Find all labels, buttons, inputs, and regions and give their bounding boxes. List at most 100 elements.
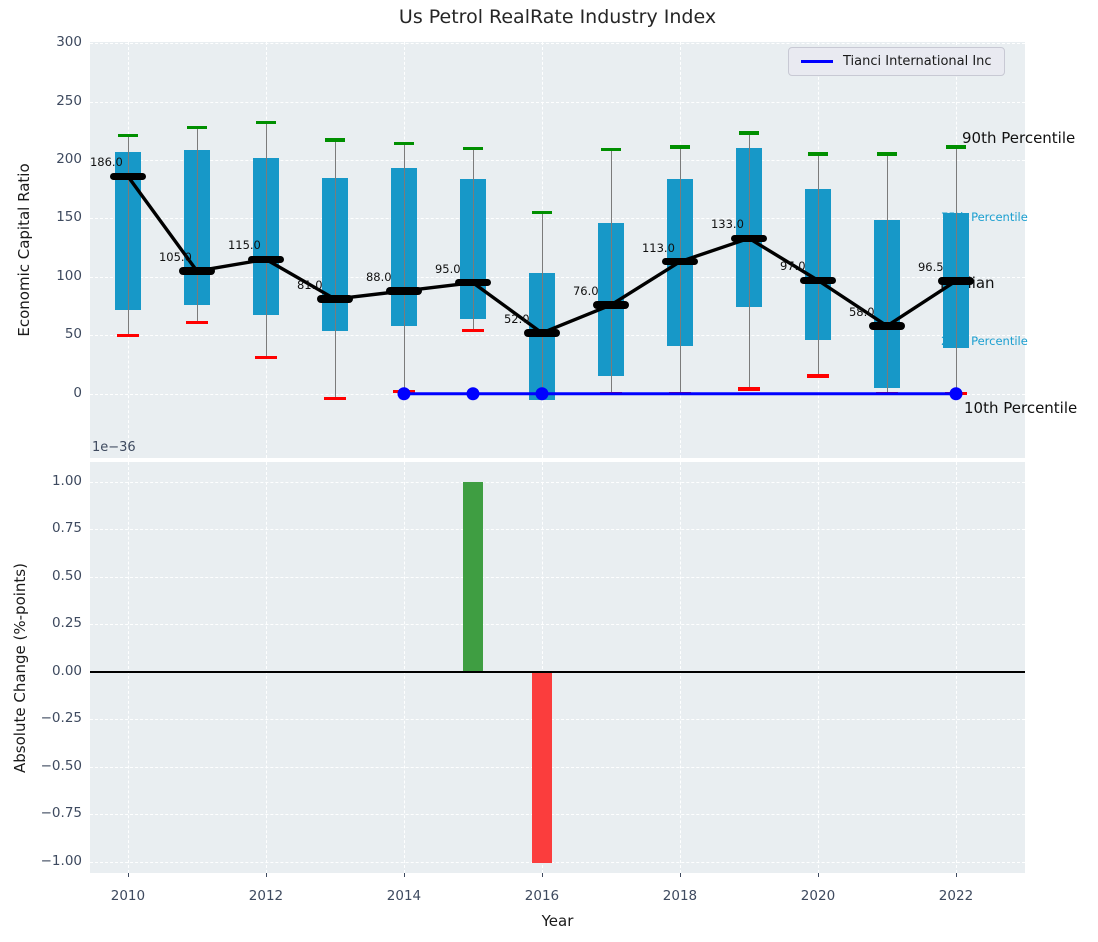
- x-tick-label: 2010: [110, 888, 146, 904]
- whisker: [541, 212, 543, 400]
- annotation-90th-percentile: 90th Percentile: [962, 129, 1076, 147]
- median-value-label: 133.0: [710, 217, 744, 232]
- cap-10th: [875, 391, 898, 396]
- cap-90th: [876, 152, 897, 156]
- cap-90th: [531, 210, 552, 215]
- x-tick-label: 2018: [662, 888, 698, 904]
- annotation-10th-percentile: 10th Percentile: [964, 399, 1078, 417]
- whisker: [127, 135, 129, 336]
- cap-90th: [738, 131, 759, 135]
- bottom-axes: [90, 462, 1025, 873]
- x-tick-mark: [265, 873, 267, 877]
- median-dash: [661, 257, 698, 266]
- median-value-label: 97.0: [779, 259, 806, 274]
- chart-title: Us Petrol RealRate Industry Index: [398, 6, 717, 28]
- cap-10th: [461, 328, 484, 333]
- legend-label: Tianci International Inc: [843, 54, 992, 69]
- median-dash: [523, 329, 560, 337]
- x-axis-label: Year: [541, 912, 574, 930]
- zero-line: [90, 670, 1025, 673]
- bottom-gridline-h: [90, 766, 1025, 768]
- bottom-gridline-h: [90, 481, 1025, 483]
- top-y-axis-label: Economic Capital Ratio: [15, 163, 33, 337]
- cap-90th: [186, 125, 207, 130]
- median-dash: [178, 267, 215, 275]
- x-tick-label: 2016: [524, 888, 560, 904]
- cap-90th: [255, 120, 276, 125]
- whisker: [886, 154, 888, 394]
- cap-10th: [599, 391, 622, 396]
- legend: Tianci International Inc: [788, 47, 1005, 76]
- median-value-label: 58.0: [848, 304, 875, 319]
- whisker: [610, 149, 612, 394]
- x-tick-mark: [541, 873, 543, 877]
- median-dash: [730, 234, 767, 243]
- bottom-gridline-h: [90, 861, 1025, 863]
- cap-90th: [669, 145, 690, 149]
- cap-10th: [944, 391, 967, 396]
- cap-10th: [392, 389, 415, 394]
- bottom-gridline-h: [90, 576, 1025, 578]
- bottom-y-tick-label: −0.75: [40, 805, 82, 822]
- bottom-y-tick-label: 0.50: [51, 567, 82, 584]
- top-gridline-h: [90, 43, 1025, 45]
- whisker: [334, 140, 336, 399]
- bottom-y-tick-label: 0.00: [51, 662, 82, 679]
- median-dash: [109, 172, 146, 181]
- bottom-gridline-h: [90, 529, 1025, 531]
- bottom-y-tick-label: 0.75: [51, 520, 82, 537]
- x-tick-label: 2014: [386, 888, 422, 904]
- cap-10th: [323, 396, 346, 401]
- median-value-label: 81.0: [296, 278, 323, 293]
- bottom-y-tick-label: −1.00: [40, 852, 82, 869]
- top-y-tick-label: 250: [56, 92, 82, 109]
- cap-10th: [668, 391, 691, 396]
- change-bar-positive: [462, 481, 483, 672]
- cap-90th: [600, 147, 621, 152]
- whisker: [817, 154, 819, 377]
- whisker: [679, 147, 681, 394]
- whisker: [955, 147, 957, 394]
- bottom-gridline-h: [90, 814, 1025, 816]
- median-dash: [316, 295, 353, 303]
- bottom-gridline-h: [90, 719, 1025, 721]
- whisker: [403, 143, 405, 392]
- x-tick-label: 2012: [248, 888, 284, 904]
- median-dash: [247, 255, 284, 264]
- cap-10th: [185, 320, 208, 325]
- top-y-tick-label: 150: [56, 209, 82, 226]
- cap-10th: [806, 374, 829, 378]
- bottom-gridline-v: [955, 462, 957, 873]
- median-value-label: 115.0: [227, 238, 261, 253]
- bottom-gridline-v: [679, 462, 681, 873]
- bottom-gridline-v: [541, 462, 543, 873]
- median-value-label: 52.0: [503, 311, 530, 326]
- bottom-gridline-h: [90, 624, 1025, 626]
- cap-90th: [324, 138, 345, 142]
- whisker: [265, 122, 267, 358]
- bottom-gridline-v: [403, 462, 405, 873]
- bottom-gridline-v: [127, 462, 129, 873]
- top-gridline-h: [90, 101, 1025, 103]
- x-tick-mark: [403, 873, 405, 877]
- median-dash: [937, 277, 974, 285]
- median-dash: [592, 301, 629, 309]
- whisker: [472, 148, 474, 331]
- cap-10th: [116, 333, 139, 338]
- top-y-tick-label: 100: [56, 267, 82, 284]
- median-value-label: 105.0: [158, 250, 192, 265]
- x-tick-label: 2022: [938, 888, 974, 904]
- median-value-label: 95.0: [434, 261, 461, 276]
- x-tick-mark: [127, 873, 129, 877]
- offset-exponent-label: 1e−36: [92, 440, 136, 455]
- top-y-tick-label: 0: [73, 384, 82, 401]
- bottom-y-axis-label: Absolute Change (%-points): [11, 563, 29, 773]
- cap-90th: [945, 145, 966, 149]
- bottom-gridline-v: [265, 462, 267, 873]
- median-dash: [385, 287, 422, 295]
- median-value-label: 88.0: [365, 269, 392, 284]
- cap-90th: [393, 141, 414, 146]
- median-value-label: 186.0: [89, 155, 123, 170]
- median-value-label: 113.0: [641, 240, 675, 255]
